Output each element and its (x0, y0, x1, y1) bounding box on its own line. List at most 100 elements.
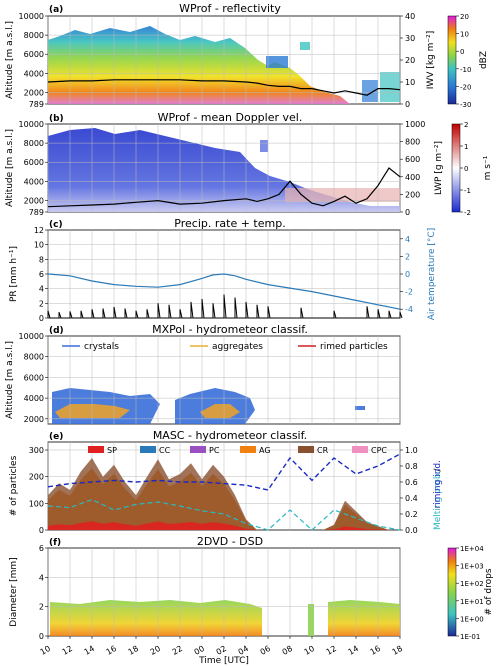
y-tick-label: 6 (39, 544, 44, 553)
panel-e-yticks: 0 100 200 300 (29, 446, 48, 535)
x-tick-label: 20 (149, 644, 162, 657)
colorbar-tick-label: 0 (460, 48, 464, 56)
colorbar-tick-label: 1E+01 (460, 598, 484, 606)
legend-label: SP (107, 446, 117, 455)
y-tick-label: 100 (29, 499, 44, 508)
colorbar-tick-label: 1 (464, 143, 468, 151)
y-tick-label: 2000 (24, 196, 44, 205)
panel-f-grid (47, 548, 401, 636)
legend-aggregates: aggregates (212, 342, 263, 352)
panel-e-y2label-melting: Melting prob. (433, 471, 443, 530)
colorbar-tick-label: -2 (464, 209, 471, 217)
panel-f-letter: (f) (49, 538, 61, 548)
panel-e-y2label-sep: / (433, 468, 443, 472)
y-tick-label: 789 (29, 100, 44, 109)
y-tick-label: 12 (34, 226, 44, 235)
colorbar-tick-label: 2 (464, 121, 468, 129)
y2-tick-label: 0.6 (405, 478, 418, 487)
legend-swatch (190, 446, 206, 453)
sp-area (48, 521, 400, 530)
panel-e-y2label-riming: riming ind. (433, 460, 443, 509)
panel-a-y2label: IWV [kg m⁻²] (426, 31, 436, 90)
x-tick-label: 14 (347, 644, 360, 657)
y-tick-label: 300 (29, 446, 44, 455)
y2-tick-label: 10 (405, 78, 415, 87)
y-tick-label: 4 (39, 285, 44, 294)
x-tick-label: 16 (105, 644, 118, 657)
panel-b: (b) WProf - mean Doppler vel. 7892000400… (5, 111, 493, 217)
panel-c-y2ticks: -4 -2 0 2 4 (400, 235, 413, 314)
y2-tick-label: 600 (405, 155, 420, 164)
x-tick-label: 18 (391, 644, 404, 657)
panel-d-field (52, 388, 365, 424)
y2-tick-label: -4 (405, 305, 413, 314)
riming-index-line (47, 453, 401, 491)
y-tick-label: 0 (39, 632, 44, 641)
y2-tick-label: 20 (405, 56, 415, 65)
y2-tick-label: 800 (405, 138, 420, 147)
panel-e-letter: (e) (49, 432, 63, 442)
panel-a-field (48, 26, 400, 104)
precip-rate-line (47, 294, 403, 319)
lwp-line (47, 167, 401, 208)
panel-c-title: Precip. rate + temp. (174, 217, 285, 230)
panel-f-xlabel: Time [UTC] (198, 656, 249, 666)
panel-a-ylabel: Altitude [m a.s.l.] (5, 21, 15, 99)
panel-f-field (50, 600, 400, 636)
panel-a-y2ticks: 0 10 20 30 40 (400, 12, 415, 109)
y-tick-label: 200 (29, 473, 44, 482)
panel-e-ylabel: # of particles (9, 455, 19, 516)
panel-f-colorbar (447, 547, 457, 637)
x-tick-label: 10 (39, 644, 52, 657)
panel-c-letter: (c) (49, 220, 63, 230)
air-temperature-line (47, 273, 401, 310)
x-tick-label: 10 (303, 644, 316, 657)
panel-f-colorbar-label: # of drops (484, 568, 494, 615)
x-tick-label: 16 (369, 644, 382, 657)
colorbar-tick-label: 20 (460, 13, 469, 21)
y-tick-label: 10000 (19, 12, 44, 21)
x-tick-label: 08 (281, 644, 294, 657)
panel-b-colorbar-ticks: -2 -1 0 1 2 (460, 121, 471, 217)
colorbar-tick-label: 0 (464, 165, 468, 173)
y-tick-label: 4 (39, 573, 44, 582)
y-tick-label: 2000 (24, 88, 44, 97)
y2-tick-label: 2 (405, 252, 410, 261)
y-tick-label: 0 (39, 314, 44, 323)
y-tick-label: 6000 (24, 373, 44, 382)
panel-a-title: WProf - reflectivity (179, 2, 281, 15)
panel-f-colorbar-ticks: 1E-01 1E+00 1E+01 1E+02 1E+03 1E+04 (456, 545, 484, 641)
x-tick-label: 06 (259, 644, 272, 657)
panel-b-y2ticks: 0 200 400 600 800 1000 (400, 120, 425, 217)
x-tick-label: 04 (237, 644, 250, 657)
y2-tick-label: 1.0 (405, 446, 418, 455)
panel-b-y2label: LWP [g m⁻²] (434, 141, 444, 195)
y-tick-label: 8000 (24, 139, 44, 148)
panel-e-legend: SP CC PC AG CR CPC (88, 446, 387, 455)
y2-tick-label: -2 (405, 288, 413, 297)
panel-f-yticks: 0 2 4 6 (39, 544, 48, 641)
panel-c-y2label: Air temperature [°C] (427, 228, 437, 320)
panel-e-y2ticks: 0.0 0.2 0.4 0.6 0.8 1.0 (400, 446, 418, 535)
panel-e-title: MASC - hydrometeor classif. (153, 429, 307, 442)
panel-f-ylabel: Diameter [mm] (9, 557, 19, 626)
panel-f-title: 2DVD - DSD (197, 535, 263, 548)
y2-tick-label: 200 (405, 190, 420, 199)
y-tick-label: 6000 (24, 50, 44, 59)
panel-d-ylabel: Altitude [m a.s.l.] (5, 341, 15, 419)
y-tick-label: 8000 (24, 31, 44, 40)
colorbar-tick-label: 1E+02 (460, 580, 484, 588)
legend-swatch (140, 446, 156, 453)
y2-tick-label: 0 (405, 100, 410, 109)
y2-tick-label: 0 (405, 208, 410, 217)
legend-swatch (298, 446, 314, 453)
colorbar-tick-label: 1E+03 (460, 563, 484, 571)
y2-tick-label: 0.8 (405, 462, 418, 471)
y-tick-label: 4000 (24, 394, 44, 403)
legend-label: CR (317, 446, 329, 455)
x-tick-label: 12 (325, 644, 338, 657)
panel-a-colorbar (447, 15, 457, 105)
x-tick-label: 14 (83, 644, 96, 657)
colorbar-tick-label: -20 (460, 83, 471, 91)
